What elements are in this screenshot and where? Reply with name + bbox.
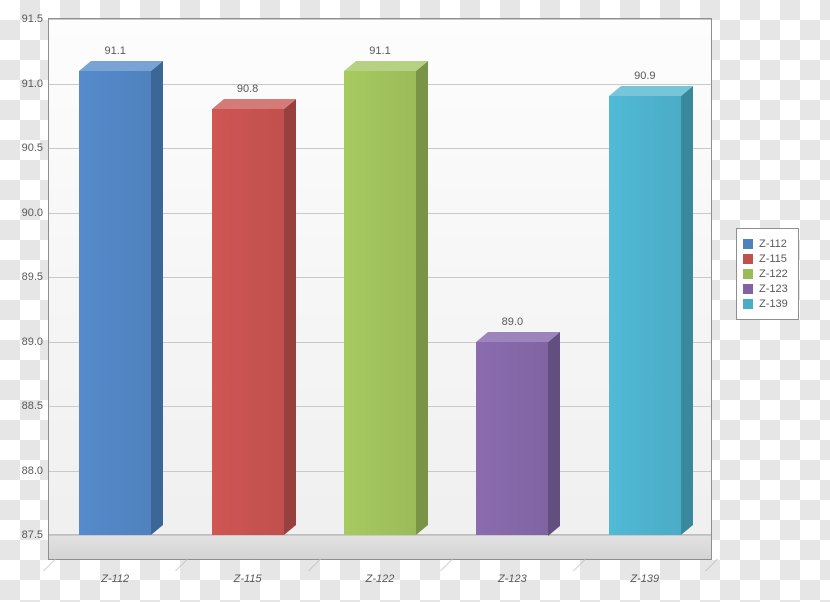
legend-item: Z-115 xyxy=(743,253,788,265)
bar-Z-115: 90.8 xyxy=(212,109,284,535)
bar-Z-139: 90.9 xyxy=(609,96,681,535)
chart-plot-area: 91.190.891.189.090.9 87.588.088.589.089.… xyxy=(48,18,712,560)
y-tick-label: 91.5 xyxy=(22,13,43,25)
y-tick-label: 89.5 xyxy=(22,271,43,283)
y-tick-label: 88.5 xyxy=(22,400,43,412)
x-tick-label: Z-123 xyxy=(498,573,527,585)
bar-Z-122: 91.1 xyxy=(344,71,416,535)
bar-Z-112: 91.1 xyxy=(79,71,151,535)
legend-item: Z-122 xyxy=(743,268,788,280)
legend-label: Z-123 xyxy=(759,283,788,295)
legend-swatch xyxy=(743,254,753,264)
y-tick-label: 88.0 xyxy=(22,465,43,477)
gridline xyxy=(49,19,711,20)
bar-value-label: 89.0 xyxy=(502,316,523,328)
legend-swatch xyxy=(743,299,753,309)
y-tick-label: 91.0 xyxy=(22,78,43,90)
legend-swatch xyxy=(743,269,753,279)
bar-value-label: 90.8 xyxy=(237,83,258,95)
x-tick-label: Z-122 xyxy=(366,573,395,585)
legend-label: Z-139 xyxy=(759,298,788,310)
gridline xyxy=(49,535,711,536)
legend-item: Z-139 xyxy=(743,298,788,310)
legend-label: Z-115 xyxy=(759,253,787,265)
legend-label: Z-112 xyxy=(759,238,787,250)
x-tick-label: Z-115 xyxy=(234,573,262,585)
legend-item: Z-112 xyxy=(743,238,788,250)
y-tick-label: 90.0 xyxy=(22,207,43,219)
x-tick-label: Z-139 xyxy=(630,573,659,585)
bar-value-label: 90.9 xyxy=(634,70,655,82)
legend-swatch xyxy=(743,284,753,294)
y-tick-label: 90.5 xyxy=(22,142,43,154)
bar-value-label: 91.1 xyxy=(104,45,125,57)
legend-label: Z-122 xyxy=(759,268,788,280)
y-tick-label: 89.0 xyxy=(22,336,43,348)
bar-value-label: 91.1 xyxy=(369,45,390,57)
x-tick-label: Z-112 xyxy=(101,573,129,585)
chart-floor xyxy=(49,534,711,559)
legend-item: Z-123 xyxy=(743,283,788,295)
y-tick-label: 87.5 xyxy=(22,529,43,541)
legend-swatch xyxy=(743,239,753,249)
bar-Z-123: 89.0 xyxy=(476,342,548,536)
legend: Z-112 Z-115 Z-122 Z-123 Z-139 xyxy=(736,228,799,320)
